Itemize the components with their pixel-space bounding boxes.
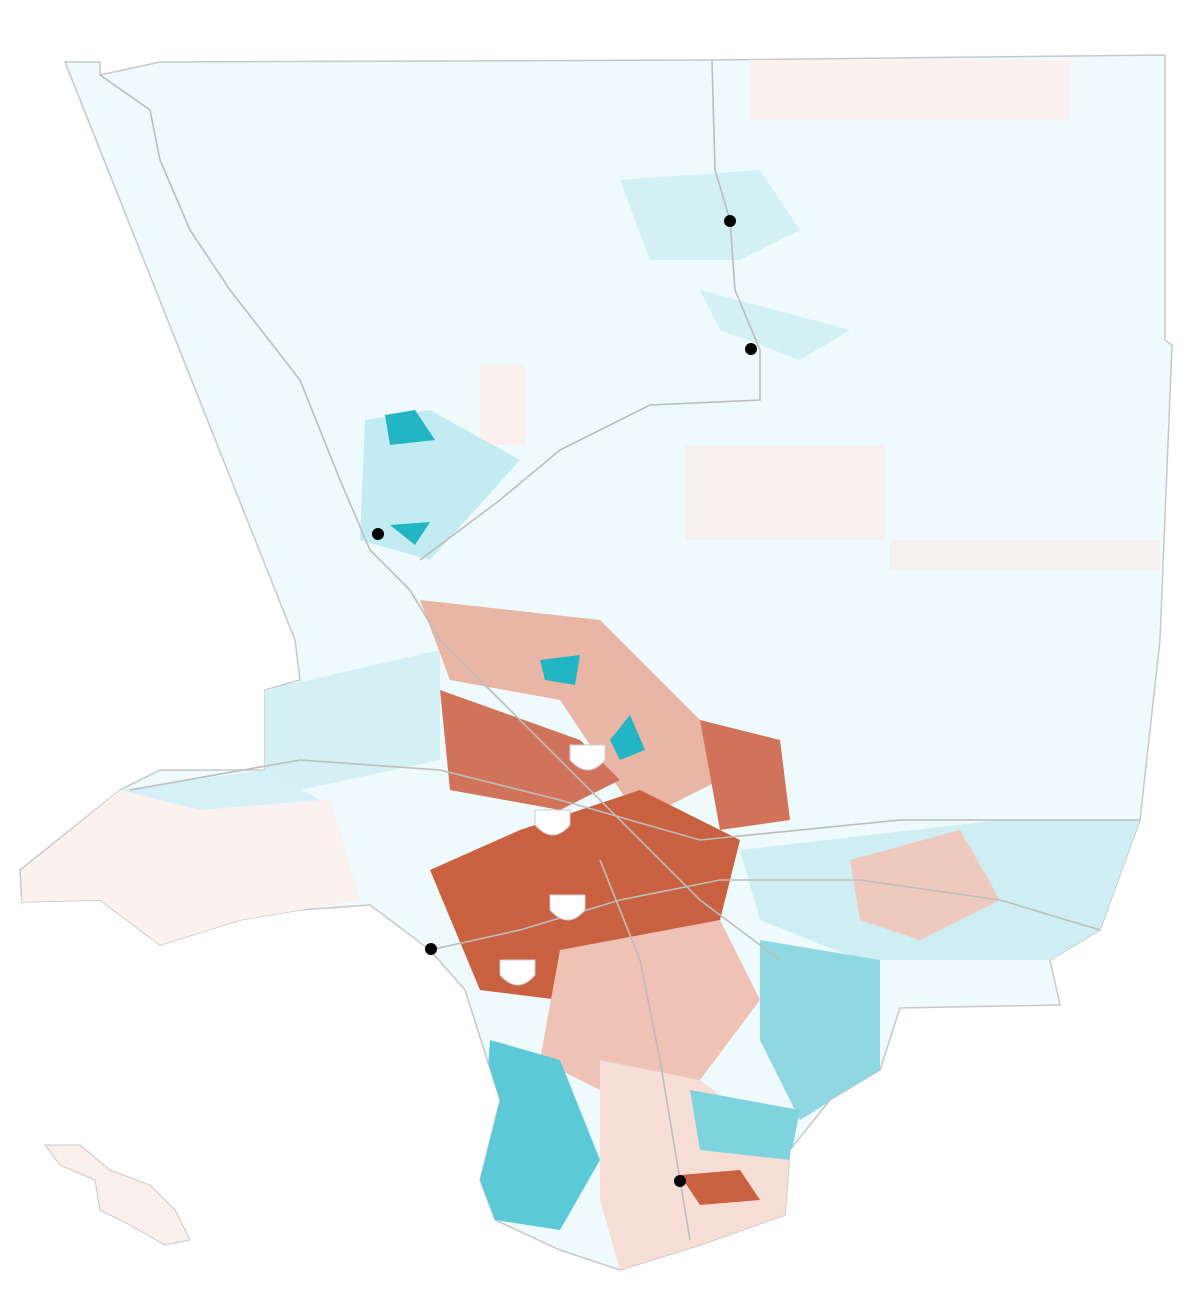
tract (265, 650, 440, 790)
tract (890, 540, 1160, 570)
county (19, 54, 1173, 1271)
city-dot (724, 215, 736, 227)
road (599, 859, 691, 1241)
tract (385, 410, 435, 445)
city-dot (745, 343, 757, 355)
shield (499, 959, 536, 986)
road (129, 759, 1140, 841)
shield (549, 894, 586, 921)
tract (390, 522, 430, 545)
tract (850, 830, 1000, 940)
tract (680, 1170, 760, 1205)
roads (99, 59, 1140, 1241)
city-dot (372, 528, 384, 540)
tract (22, 790, 360, 945)
tract (750, 60, 1070, 120)
tract (700, 290, 850, 360)
tract (610, 715, 645, 760)
tract (685, 445, 885, 540)
tract (480, 365, 525, 445)
tract (620, 170, 800, 260)
road (429, 879, 1101, 951)
city-dot (674, 1175, 686, 1187)
island (44, 1144, 191, 1246)
tract (120, 770, 320, 810)
tract (760, 940, 880, 1120)
shield (534, 809, 571, 836)
shield (569, 744, 606, 771)
cities (372, 215, 757, 1187)
road (99, 74, 781, 961)
tract (690, 1090, 800, 1160)
tract (600, 1060, 790, 1270)
road (419, 59, 761, 561)
tract (480, 1040, 600, 1230)
city-dot (425, 943, 437, 955)
tract (700, 720, 790, 830)
tract (360, 410, 520, 560)
tract (540, 655, 580, 685)
tract (420, 600, 720, 820)
tracts (22, 60, 1160, 1270)
shields (499, 744, 606, 986)
tract (440, 690, 620, 810)
